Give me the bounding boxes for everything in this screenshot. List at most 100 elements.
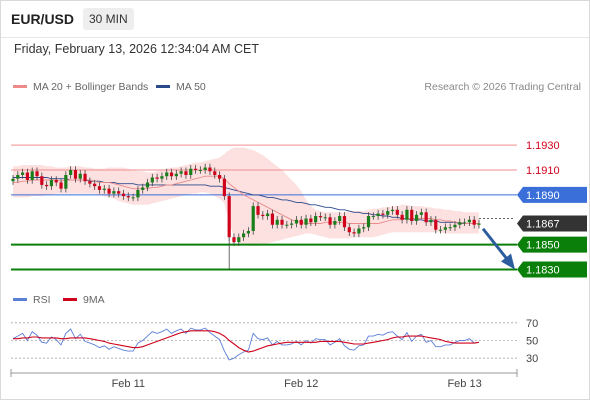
candle-body [453,224,457,228]
candle [472,216,476,229]
candle-body [88,181,92,184]
candle-body [318,216,323,218]
candle-body [410,209,414,222]
candle [141,183,145,194]
candle [376,209,380,220]
candle-body [390,209,395,212]
candle-body [414,214,419,222]
credit-label: Research © 2026 Trading Central [424,81,581,93]
forecast-arrow-shaft [481,227,511,263]
candle-body [169,172,174,177]
candle-body [141,187,145,190]
rsi-ma-legend-swatch [63,298,77,301]
pivot-label-box [517,186,587,203]
candle [448,223,452,231]
candle-body [275,219,279,225]
candle [318,212,323,222]
ma20-legend-label: MA 20 + Bollinger Bands [33,81,148,93]
candle [405,206,409,224]
rsi-ma-legend-label: 9MA [83,294,105,306]
candle-body [208,167,212,172]
candle [150,173,154,187]
candle [169,168,174,180]
candle-body [342,216,347,228]
candle-body [107,188,111,194]
time-axis: Feb 11 Feb 12 Feb 13 [10,369,518,390]
candle-body [237,237,241,243]
candle [112,187,116,198]
price-levels-layer [11,144,517,271]
candle [78,170,82,183]
candle [371,212,375,220]
candle-body [294,219,299,224]
rsi-ma-line [13,330,480,353]
candle [217,171,222,183]
candle-body [93,183,97,187]
candle [390,206,395,215]
datetime-label: Friday, February 13, 2026 12:34:04 AM CE… [14,42,260,56]
candle [59,178,63,193]
candle-body [232,237,236,243]
rsi-legend-label: RSI [33,294,51,306]
timeframe-button[interactable]: 30 MIN [83,8,134,30]
forecast-arrow-head [501,253,515,270]
candle-body [184,171,188,175]
candle-body [290,223,294,225]
candle-body [198,170,202,171]
ma50-legend-label: MA 50 [176,81,206,93]
resistance_1-label: 1.1910 [526,165,560,177]
candle [69,166,73,179]
support_1-label-text: 1.1850 [526,240,560,252]
candle-body [49,179,54,187]
candle-body [64,174,68,189]
candle-body [304,218,308,225]
candle-body [112,191,116,194]
candle [246,227,251,238]
candle [21,168,25,179]
candle-body [16,174,20,179]
candle-body [73,170,78,179]
candle [256,202,260,219]
candle-body [299,219,303,225]
ma20-line [13,175,479,224]
price-chart: MA 20 + Bollinger Bands MA 50 Research ©… [10,81,587,390]
candle-body [362,227,366,229]
pivot-label-text: 1.1890 [526,190,560,202]
candle [126,192,130,202]
candle [381,209,385,219]
support_2-label-text: 1.1830 [526,265,560,277]
candle-body [83,173,87,182]
candle-body [30,171,34,180]
forecast-arrow-layer [481,227,515,270]
candle [222,174,226,200]
resistance_1-label-text: 1.1910 [526,165,560,177]
candlestick-layer [11,163,481,270]
candle [64,171,68,193]
candle [290,219,294,229]
candle-body [150,177,154,183]
candle [400,211,404,224]
candle-body [467,219,471,223]
candle-body [429,219,433,223]
candle-body [443,227,447,230]
candle [386,207,390,219]
candle [342,212,347,231]
candle [40,172,44,189]
candle [395,206,399,219]
candle [429,216,433,226]
candle [294,216,299,228]
candle-body [35,171,39,177]
candle [352,228,356,238]
candle-body [400,214,404,220]
candle-body [266,213,270,217]
candle-body [405,209,409,220]
candle-body [371,216,375,218]
candle-body [227,196,231,238]
candle-body [438,229,443,231]
candle [203,163,207,174]
candle [174,170,178,180]
candle-body [434,219,438,230]
candle-body [256,206,260,215]
candle [410,206,414,225]
candle-body [347,227,351,233]
